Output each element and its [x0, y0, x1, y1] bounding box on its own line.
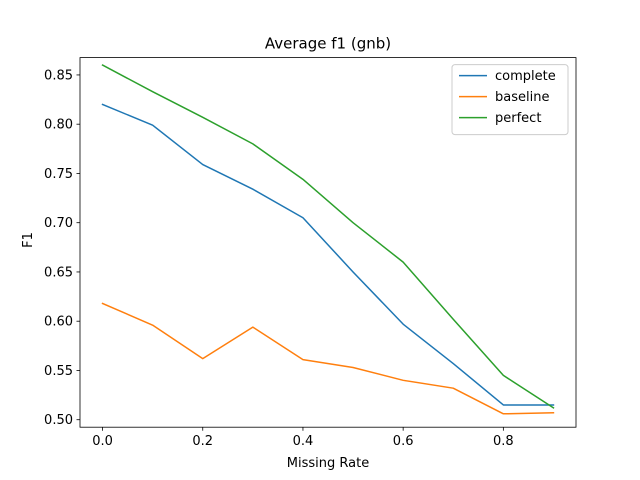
- y-tick-label: 0.85: [44, 68, 73, 83]
- x-tick-label: 0.4: [293, 434, 314, 449]
- y-tick-label: 0.50: [44, 413, 73, 428]
- x-tick-label: 0.6: [393, 434, 414, 449]
- x-tick-label: 0.8: [493, 434, 514, 449]
- y-tick-label: 0.80: [44, 118, 73, 133]
- x-tick-label: 0.2: [192, 434, 213, 449]
- chart-title: Average f1 (gnb): [265, 35, 391, 53]
- plot-frame: [79, 57, 577, 428]
- series-line-perfect: [101, 64, 555, 409]
- y-tick-label: 0.65: [44, 265, 73, 280]
- legend-label-perfect: perfect: [495, 111, 541, 126]
- x-axis-title: Missing Rate: [287, 456, 369, 471]
- y-tick-label: 0.75: [44, 167, 73, 182]
- y-tick-label: 0.55: [44, 364, 73, 379]
- legend-label-complete: complete: [495, 69, 556, 84]
- y-tick-label: 0.70: [44, 216, 73, 231]
- x-tick-label: 0.0: [92, 434, 113, 449]
- legend-label-baseline: baseline: [495, 90, 549, 105]
- series-line-complete: [101, 103, 555, 406]
- y-axis-title: F1: [21, 232, 36, 248]
- plot-layer: 0.0 0.2 0.4 0.6 0.8 0.50 0.55 0.60 0.65 0.70 0.75 0…: [44, 57, 577, 449]
- series-line-baseline: [101, 302, 555, 415]
- y-tick-label: 0.60: [44, 315, 73, 330]
